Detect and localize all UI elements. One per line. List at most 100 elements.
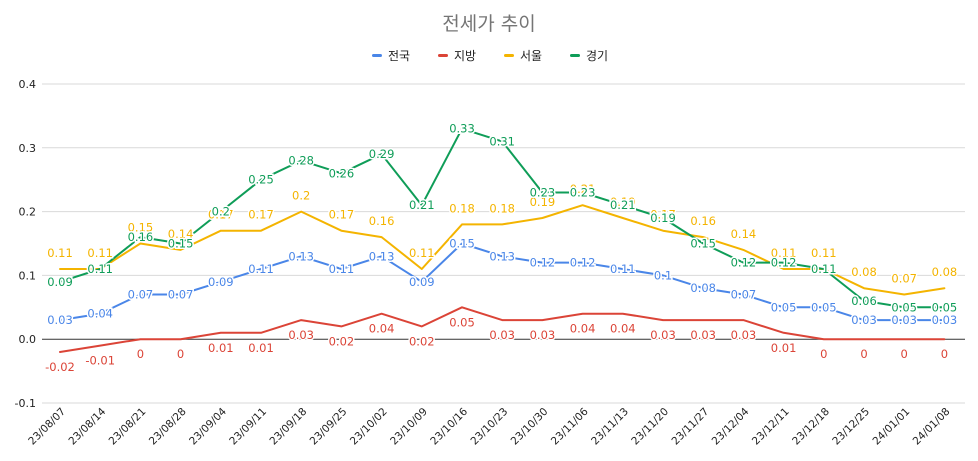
x-tick-label: 23/09/04 (187, 405, 229, 447)
data-label: 0.02 (329, 334, 355, 348)
data-label: 0.15 (449, 237, 475, 251)
x-tick-label: 23/08/14 (66, 405, 108, 447)
data-label: 0.03 (530, 328, 556, 342)
data-label: 0.11 (87, 246, 113, 260)
data-label: 0.07 (168, 288, 194, 302)
data-label: 0.03 (489, 328, 515, 342)
legend-item[interactable]: 경기 (570, 49, 608, 63)
data-label: 0.12 (570, 256, 596, 270)
x-tick-label: 23/09/25 (308, 406, 350, 448)
data-label: 0.17 (208, 208, 234, 222)
x-tick-label: 23/12/18 (790, 406, 832, 448)
data-label: 0.21 (409, 198, 435, 212)
data-label: 0.11 (47, 246, 73, 260)
x-tick-label: 23/12/04 (710, 405, 752, 447)
data-label: 0.14 (731, 227, 757, 241)
legend-label: 경기 (586, 49, 608, 63)
data-label: 0.04 (369, 322, 395, 336)
legend-item[interactable]: 서울 (504, 49, 542, 63)
data-label: 0.04 (610, 322, 636, 336)
data-label: 0.03 (690, 328, 716, 342)
x-tick-label: 23/11/06 (549, 405, 591, 447)
data-label: 0 (941, 347, 948, 361)
x-tick-label: 23/10/30 (509, 406, 551, 448)
data-label: 0.04 (87, 307, 113, 321)
data-label: 0.1 (654, 268, 672, 282)
data-label: 0 (137, 347, 144, 361)
legend-swatch (438, 54, 448, 57)
data-label: 0.08 (932, 265, 958, 279)
legend-swatch (372, 54, 382, 57)
data-label: 0.05 (932, 300, 958, 314)
data-label: 0.12 (530, 256, 556, 270)
x-tick-label: 23/09/11 (227, 406, 269, 448)
data-label: 0.03 (731, 328, 757, 342)
data-label: 0.15 (128, 221, 154, 235)
x-tick-label: 23/10/23 (468, 406, 510, 448)
x-tick-label: 23/08/07 (26, 406, 68, 448)
x-tick-label: 23/11/20 (629, 406, 671, 448)
data-label: 0.11 (329, 262, 355, 276)
data-label: 0.11 (771, 246, 797, 260)
data-label: 0.08 (690, 281, 716, 295)
data-label: 0.01 (248, 341, 274, 355)
data-label: 0.18 (449, 201, 475, 215)
data-label: 0.15 (690, 237, 716, 251)
y-tick-label: 0.0 (19, 333, 37, 346)
x-tick-label: 23/10/02 (348, 406, 390, 448)
data-label: -0.02 (45, 360, 75, 374)
data-label: 0.03 (851, 313, 877, 327)
data-label: 0.11 (87, 262, 113, 276)
data-label: 0.05 (449, 315, 475, 329)
data-label: 0.01 (771, 341, 797, 355)
series-lines (59, 127, 946, 353)
legend-item[interactable]: 전국 (372, 49, 410, 63)
data-label: 0.03 (650, 328, 676, 342)
data-label: 0.13 (369, 249, 395, 263)
data-label: 0.28 (288, 154, 314, 168)
data-label: 0.16 (690, 214, 716, 228)
series-line (59, 242, 946, 322)
data-label: 0.12 (771, 256, 797, 270)
series-line (59, 127, 946, 309)
legend: 전국 지방 서울 경기 (372, 49, 608, 63)
x-tick-label: 23/12/25 (830, 406, 872, 448)
data-label: 0 (177, 347, 184, 361)
data-label: 0.33 (449, 122, 475, 136)
data-label: 0.13 (288, 249, 314, 263)
data-label: 0.06 (851, 294, 877, 308)
y-tick-label: -0.1 (15, 397, 36, 410)
data-label: 0.16 (128, 230, 154, 244)
data-label: -0.01 (85, 354, 115, 368)
data-label: 0.05 (891, 300, 917, 314)
data-label: 0.05 (811, 300, 837, 314)
data-label: 0.11 (409, 246, 435, 260)
chart-title: 전세가 추이 (442, 13, 535, 35)
y-tick-label: 0.2 (19, 206, 37, 219)
data-label: 0.07 (891, 272, 917, 286)
data-label: 0.2 (292, 189, 310, 203)
x-axis: 23/08/0723/08/1423/08/2123/08/2823/09/04… (26, 405, 952, 447)
data-label: 0.15 (168, 237, 194, 251)
data-label: 0.23 (570, 185, 596, 199)
data-label: 0.14 (168, 227, 194, 241)
y-tick-label: 0.1 (19, 269, 37, 282)
legend-label: 서울 (520, 49, 542, 63)
y-tick-label: 0.4 (19, 78, 37, 91)
y-axis: -0.1 0.0 0.1 0.2 0.3 0.4 (15, 78, 36, 410)
data-label: 0.02 (409, 334, 435, 348)
data-label: 0.03 (891, 313, 917, 327)
data-label: 0.08 (851, 265, 877, 279)
data-label: 0.19 (610, 195, 636, 209)
data-label: 0.09 (47, 275, 73, 289)
x-tick-label: 23/11/13 (589, 406, 631, 448)
data-label: 0.03 (288, 328, 314, 342)
y-tick-label: 0.3 (19, 142, 37, 155)
data-label: 0.13 (489, 249, 515, 263)
data-label: 0.07 (128, 288, 154, 302)
legend-item[interactable]: 지방 (438, 49, 476, 63)
data-label: 0.21 (570, 182, 596, 196)
data-label: 0.29 (369, 147, 395, 161)
data-label: 0.19 (530, 195, 556, 209)
data-label: 0.09 (208, 275, 234, 289)
